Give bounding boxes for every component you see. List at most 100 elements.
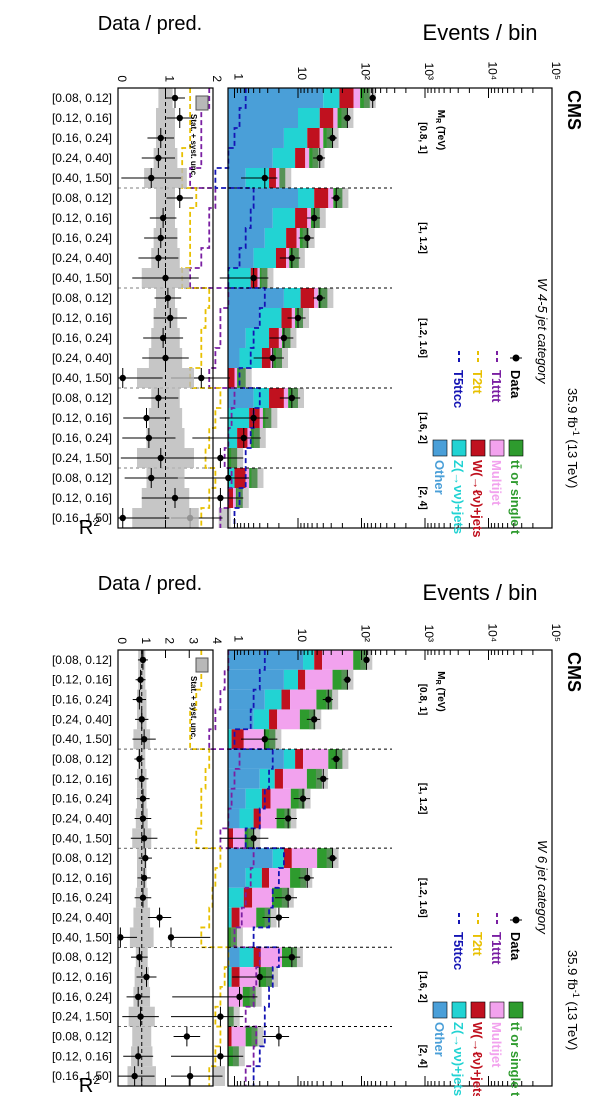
lumi-value: 35.9 fb: [565, 950, 580, 990]
r2-bin-label: [0.24, 0.40]: [52, 712, 112, 726]
stack-bar-wjets: [314, 650, 322, 670]
ratio-point: [184, 1033, 190, 1039]
mr-axis-label: MR (TeV): [434, 671, 446, 711]
stack-bar-other: [228, 128, 284, 148]
ratio-point: [137, 677, 143, 683]
x-axis-title-main: R: [79, 517, 93, 539]
data-point: [236, 994, 242, 1000]
stack-bar-multijet: [303, 749, 328, 769]
stack-bar-wjets: [286, 228, 296, 248]
ratio-legend-swatch: [196, 96, 208, 110]
ratio-point: [140, 657, 146, 663]
data-point: [317, 155, 323, 161]
ratio-point: [177, 195, 183, 201]
r2-bin-label: [0.12, 0.16]: [52, 1049, 112, 1063]
stack-bar-zjets: [298, 108, 320, 128]
stack-bar-wjets: [262, 789, 271, 809]
r2-bin-label: [0.24, 0.40]: [52, 811, 112, 825]
stack-bar-other: [228, 769, 260, 789]
r2-bin-label: [0.40, 1.50]: [52, 171, 112, 185]
ratio-point: [158, 135, 164, 141]
ratio-point: [143, 415, 149, 421]
stack-bar-multijet: [290, 690, 316, 710]
r2-bin-label: [0.16, 0.24]: [52, 990, 112, 1004]
stack-bar-multijet: [292, 848, 317, 868]
stack-bar-zjets: [254, 248, 276, 268]
legend-label-t1tttt: T1tttt: [489, 370, 504, 403]
ratio-point: [135, 994, 141, 1000]
mr-bin-label: [1, 1.2]: [417, 783, 428, 815]
stack-bar-other: [228, 848, 273, 868]
stack-bar-wjets: [339, 88, 353, 108]
legend-label-zvv: Z(→νν)+jets: [451, 460, 466, 534]
legend-label-top: tt̄ or single t: [508, 460, 523, 535]
experiment-label: CMS: [564, 652, 584, 692]
stack-bar-zjets: [246, 328, 269, 348]
x-axis-title: R2: [79, 515, 100, 539]
ratio-point: [120, 515, 126, 521]
stack-bar-other: [228, 308, 260, 328]
r2-bin-label: [0.08, 0.12]: [52, 752, 112, 766]
r2-bin-label: [0.40, 1.50]: [52, 930, 112, 944]
log-tick-label: 10²: [359, 63, 373, 80]
r2-bin-label: [0.24, 1.50]: [52, 451, 112, 465]
data-point: [304, 235, 310, 241]
stack-bar-wjets: [295, 208, 307, 228]
mc-uncertainty-band: [251, 468, 263, 488]
stack-bar-other: [228, 690, 265, 710]
data-point: [217, 495, 223, 501]
data-point: [311, 716, 317, 722]
legend-label-wjets: W(→ℓν)+jets: [470, 460, 485, 538]
r2-bin-label: [0.12, 0.16]: [52, 673, 112, 687]
ratio-point: [141, 736, 147, 742]
x-axis-title-sup: 2: [93, 1073, 100, 1087]
stack-bar-wjets: [262, 868, 269, 888]
stack-bar-other: [228, 248, 254, 268]
ratio-point: [140, 795, 146, 801]
stack-bar-wjets: [284, 848, 292, 868]
r2-bin-label: [0.08, 0.12]: [52, 191, 112, 205]
r2-bin-label: [0.08, 0.12]: [52, 653, 112, 667]
data-point: [344, 677, 350, 683]
stack-bar-zjets: [260, 308, 282, 328]
data-point: [241, 435, 247, 441]
log-tick-label: 10³: [422, 63, 436, 80]
ratio-point: [172, 95, 178, 101]
r2-bin-label: [0.24, 0.40]: [52, 351, 112, 365]
luminosity-label: 35.9 fb-1 (13 TeV): [565, 950, 581, 1050]
stack-bar-wjets: [269, 709, 277, 729]
data-point: [329, 855, 335, 861]
data-point: [262, 175, 268, 181]
mr-bin-label: [1.2, 1.6]: [417, 878, 428, 918]
ratio-axis-title: Data / pred.: [98, 13, 203, 35]
stack-bar-multijet: [283, 769, 307, 789]
stack-bar-multijet: [354, 88, 361, 108]
data-point: [187, 1073, 193, 1079]
ratio-point: [155, 395, 161, 401]
ratio-point: [135, 1053, 141, 1059]
r2-bin-label: [0.12, 0.16]: [52, 871, 112, 885]
stack-bar-zjets: [284, 288, 301, 308]
legend-label-t1tttt: T1tttt: [489, 932, 504, 965]
r2-bin-label: [0.08, 0.12]: [52, 1029, 112, 1043]
data-point: [257, 974, 263, 980]
energy-label: (13 TeV): [565, 998, 580, 1051]
ratio-point: [148, 175, 154, 181]
legend-swatch-top: [509, 440, 523, 456]
data-point: [363, 657, 369, 663]
legend-label-other: Other: [432, 1022, 447, 1057]
x-axis-title-sup: 2: [93, 515, 100, 529]
lumi-unit-sup: -1: [571, 428, 581, 436]
mr-label-main: M: [435, 110, 446, 118]
stack-bar-wjets: [314, 188, 328, 208]
stack-bar-other: [228, 348, 240, 368]
stack-bar-zjets: [284, 749, 295, 769]
stack-bar-other: [228, 670, 284, 690]
ratio-tick-label: 0: [115, 637, 129, 644]
y-axis-title: Events / bin: [423, 580, 538, 605]
mc-uncertainty-band: [240, 368, 252, 388]
ratio-tick-label: 2: [210, 75, 224, 82]
ratio-point: [148, 475, 154, 481]
r2-bin-label: [0.12, 0.16]: [52, 970, 112, 984]
